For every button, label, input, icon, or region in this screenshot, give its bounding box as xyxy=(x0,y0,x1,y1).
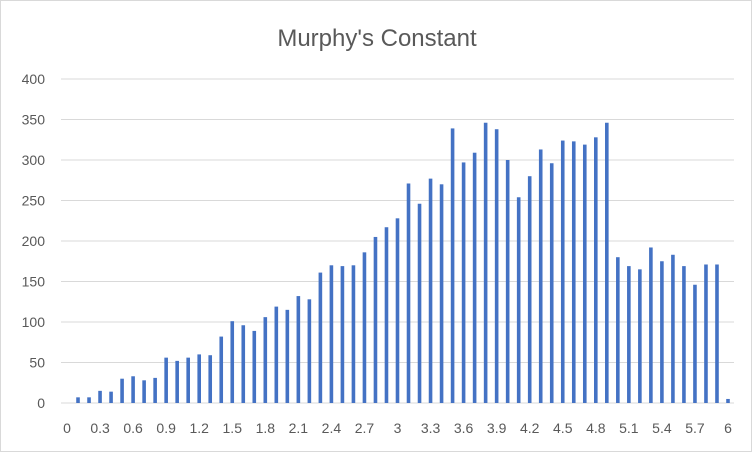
bar xyxy=(682,266,686,403)
x-tick-label: 3 xyxy=(394,420,402,436)
x-tick-label: 0.6 xyxy=(123,420,143,436)
y-tick-label: 300 xyxy=(22,152,46,168)
x-tick-label: 3.6 xyxy=(454,420,474,436)
bar xyxy=(715,264,719,403)
x-tick-label: 3.9 xyxy=(487,420,507,436)
bar xyxy=(274,306,279,403)
x-tick-label: 2.7 xyxy=(355,420,375,436)
x-tick-label: 4.5 xyxy=(553,420,573,436)
bar xyxy=(340,266,345,403)
bar xyxy=(296,296,301,403)
bar xyxy=(175,360,179,403)
bar xyxy=(285,309,290,403)
bar xyxy=(109,391,113,403)
bar xyxy=(439,184,444,403)
bar xyxy=(638,269,642,403)
bar xyxy=(649,247,653,403)
bar xyxy=(373,236,378,403)
x-tick-label: 0.9 xyxy=(156,420,176,436)
bar xyxy=(142,380,146,403)
x-tick-label: 3.3 xyxy=(421,420,441,436)
bar xyxy=(660,261,664,403)
bar xyxy=(594,137,598,403)
bar xyxy=(505,160,510,403)
bar xyxy=(428,178,433,403)
bar xyxy=(693,284,697,403)
bar xyxy=(395,218,400,403)
bar xyxy=(120,378,124,403)
bar xyxy=(87,397,91,403)
bar xyxy=(671,254,675,403)
x-tick-label: 5.4 xyxy=(652,420,672,436)
bar xyxy=(726,398,730,403)
bars xyxy=(76,122,730,404)
x-axis-labels: 0 0.3 0.6 0.9 1.2 1.5 1.8 2.1 2.4 2.7 3 3.3 3.6 3.9 4.… xyxy=(63,420,732,436)
bar xyxy=(616,257,620,403)
bar xyxy=(219,336,224,403)
bar xyxy=(384,227,389,403)
bar xyxy=(627,266,631,403)
bar xyxy=(131,376,135,403)
bar xyxy=(605,122,609,404)
bar xyxy=(230,321,235,403)
bar xyxy=(318,272,323,403)
bar xyxy=(208,355,213,403)
bar xyxy=(263,317,268,403)
bar xyxy=(362,252,367,403)
y-tick-label: 250 xyxy=(22,193,46,209)
bar xyxy=(483,122,488,404)
bar xyxy=(252,330,257,403)
bar xyxy=(549,163,554,403)
x-tick-label: 0 xyxy=(63,420,71,436)
bar xyxy=(186,357,190,403)
bar xyxy=(329,265,334,403)
bar xyxy=(571,141,576,403)
bar xyxy=(527,176,532,403)
y-tick-label: 50 xyxy=(29,355,45,371)
bar xyxy=(494,129,499,403)
bar xyxy=(98,390,102,403)
y-axis-labels: 0 50 100 150 200 250 300 350 400 xyxy=(22,71,46,411)
bar xyxy=(560,140,565,403)
y-tick-label: 350 xyxy=(22,112,46,128)
bar xyxy=(153,377,157,403)
bar xyxy=(538,149,543,403)
y-tick-label: 400 xyxy=(22,71,46,87)
x-tick-label: 5.7 xyxy=(685,420,705,436)
bar xyxy=(351,265,356,403)
x-tick-label: 2.1 xyxy=(289,420,309,436)
y-tick-label: 200 xyxy=(22,233,46,249)
bar xyxy=(197,354,201,403)
bar xyxy=(417,203,422,403)
x-tick-label: 6 xyxy=(724,420,732,436)
bar xyxy=(76,397,80,403)
bar xyxy=(406,183,411,403)
x-tick-label: 4.8 xyxy=(586,420,606,436)
chart-title: Murphy's Constant xyxy=(277,25,477,52)
y-tick-label: 0 xyxy=(37,395,45,411)
bar xyxy=(582,144,587,404)
x-tick-label: 0.3 xyxy=(90,420,110,436)
bar xyxy=(241,325,246,403)
y-tick-label: 150 xyxy=(22,274,46,290)
x-tick-label: 1.5 xyxy=(223,420,243,436)
x-tick-label: 1.8 xyxy=(256,420,276,436)
bar xyxy=(164,357,168,403)
x-tick-label: 4.2 xyxy=(520,420,540,436)
bar xyxy=(450,128,455,403)
x-tick-label: 1.2 xyxy=(189,420,209,436)
bar xyxy=(307,299,312,403)
bar xyxy=(516,197,521,403)
x-tick-label: 5.1 xyxy=(619,420,639,436)
bar xyxy=(704,264,708,403)
bar xyxy=(472,152,477,403)
x-tick-label: 2.4 xyxy=(322,420,342,436)
bar xyxy=(461,162,466,403)
y-tick-label: 100 xyxy=(22,314,46,330)
